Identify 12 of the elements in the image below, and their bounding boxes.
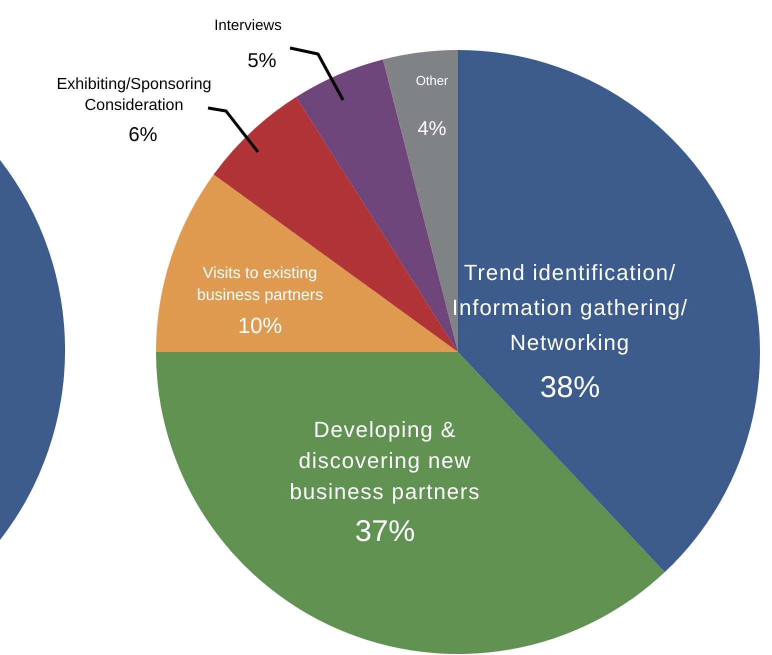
data-label: 38% [540, 371, 600, 404]
slice-label: Other [416, 73, 449, 88]
slice-label: Trend identification/ Information gathering/ Networking [452, 260, 688, 355]
slice-label: Exhibiting/Sponsoring Consideration [56, 76, 212, 114]
slice-label: Developing & discovering new business partners [290, 417, 480, 504]
data-label: 5% [248, 50, 277, 72]
slice-label: Visits to existing business partners [196, 265, 324, 304]
data-label: 37% [354, 515, 416, 548]
data-label: 6% [128, 124, 158, 146]
data-label: 10% [238, 313, 282, 338]
data-label: 4% [418, 118, 447, 140]
slice-label: Interviews [214, 17, 282, 34]
